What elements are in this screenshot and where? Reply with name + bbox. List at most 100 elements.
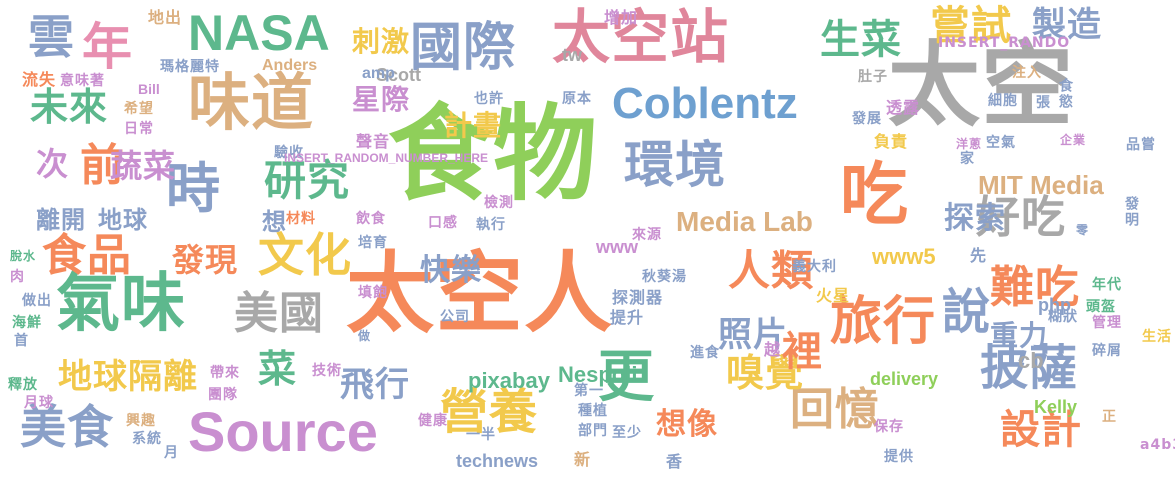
cloud-word: 檢測 — [484, 195, 514, 211]
cloud-word: 提供 — [884, 449, 914, 465]
cloud-word: 糊狀 — [1048, 309, 1078, 325]
cloud-word: 國際 — [410, 18, 517, 78]
cloud-word: 秋葵湯 — [642, 269, 687, 285]
cloud-word: 離開 — [36, 206, 86, 234]
cloud-word: 提升 — [610, 308, 645, 327]
cloud-word: 人類 — [728, 246, 815, 295]
cloud-word: 未來 — [30, 85, 109, 129]
cloud-word: 頭盔 — [1086, 299, 1116, 315]
cloud-word: Source — [188, 400, 378, 463]
cloud-word: 照片 — [718, 315, 788, 355]
cloud-word: delivery — [870, 369, 939, 389]
cloud-word: 脫水 — [10, 249, 37, 263]
cloud-word: 蔬菜 — [110, 147, 177, 185]
cloud-word: 第一 — [574, 383, 604, 399]
cloud-word: 發展 — [852, 111, 882, 127]
cloud-word: 帶來 — [210, 365, 240, 381]
cloud-word: 做出 — [22, 293, 52, 309]
cloud-word: 味道 — [188, 66, 315, 139]
cloud-word: 生菜 — [820, 17, 902, 63]
cloud-word: 雲 — [28, 10, 75, 64]
cloud-word: 吃 — [840, 156, 910, 235]
cloud-word: 驗收 — [274, 145, 304, 161]
cloud-word: 飲食 — [356, 211, 386, 227]
cloud-word: 探索 — [944, 201, 1006, 236]
cloud-word: 注入 — [1012, 65, 1042, 81]
cloud-word: NASA — [188, 5, 330, 61]
cloud-word: 刺激 — [352, 25, 411, 58]
cloud-word: 流失 — [22, 70, 57, 89]
cloud-word: 首 — [14, 333, 29, 349]
cloud-word: 說 — [942, 284, 992, 340]
cloud-word: 太空站 — [552, 3, 730, 71]
cloud-word: 火星 — [816, 286, 851, 305]
cloud-word: 重力 — [990, 319, 1049, 352]
cloud-word: 更 — [598, 345, 655, 410]
cloud-word: 月球 — [24, 395, 54, 411]
cloud-word: 發現 — [172, 241, 239, 279]
cloud-word: 聲音 — [356, 132, 391, 151]
cloud-word: 增加 — [604, 8, 639, 27]
cloud-word: 好吃 — [976, 192, 1066, 243]
cloud-word: 肉 — [10, 269, 25, 285]
cloud-word: 保存 — [874, 419, 904, 435]
cloud-word: 釋放 — [8, 377, 38, 393]
cloud-word: php — [1038, 295, 1071, 315]
cloud-word: 肚子 — [858, 69, 888, 85]
cloud-word: 家 — [960, 151, 975, 167]
cloud-word: INSERT_RANDO — [938, 35, 1071, 51]
cloud-word: 回憶 — [790, 384, 880, 435]
cloud-word: 意味著 — [60, 73, 105, 89]
cloud-word: 星際 — [352, 83, 411, 116]
cloud-word: www5 — [872, 244, 936, 269]
cloud-word: 碎屑 — [1092, 343, 1122, 359]
cloud-word: 時 — [166, 157, 221, 220]
cloud-word: 一半 — [466, 427, 496, 443]
cloud-word: 越 — [764, 340, 782, 359]
cloud-word: 年代 — [1092, 277, 1122, 293]
cloud-word: 進食 — [690, 345, 720, 361]
cloud-word: 口感 — [428, 215, 458, 231]
cloud-word: 快樂 — [420, 253, 482, 288]
cloud-word: 材料 — [286, 211, 316, 227]
cloud-word: INSERT_RANDOM_NUMBER_HERE — [284, 151, 489, 165]
cloud-word: 披薩 — [980, 340, 1079, 396]
cloud-word: 地出 — [148, 8, 183, 27]
cloud-word: 種植 — [578, 403, 608, 419]
cloud-word: 嗅覺 — [726, 351, 805, 395]
cloud-word: 零 — [1076, 223, 1090, 237]
cloud-word: 義大利 — [792, 259, 837, 275]
cloud-word: 設計 — [1000, 407, 1082, 453]
cloud-word: 透露 — [886, 98, 921, 117]
cloud-word: 日常 — [124, 121, 154, 137]
cloud-word: 難吃 — [990, 262, 1080, 313]
cloud-word: 地球隔離 — [58, 357, 198, 397]
cloud-word: 技術 — [312, 363, 342, 379]
cloud-word: 興趣 — [126, 413, 156, 429]
cloud-word: 飛行 — [340, 365, 410, 405]
cloud-word: 先 — [970, 246, 988, 265]
cloud-word: 培育 — [358, 235, 388, 251]
cloud-word: Scott — [376, 65, 421, 85]
cloud-word: technews — [456, 451, 539, 471]
cloud-word: 食品 — [42, 230, 132, 281]
cloud-word: 公司 — [440, 309, 470, 325]
cloud-word: 團隊 — [208, 387, 238, 403]
cloud-word: 企業 — [1060, 133, 1087, 147]
cloud-word: 裡 — [775, 330, 821, 372]
cloud-word: 月 — [164, 445, 179, 461]
cloud-word: amp — [362, 65, 395, 82]
cloud-word: 發明 — [1123, 196, 1139, 228]
cloud-word: MIT Media — [978, 170, 1104, 200]
cloud-word: 管理 — [1092, 315, 1122, 331]
cloud-word: 至少 — [612, 425, 642, 441]
cloud-word: 新 — [574, 450, 592, 469]
cloud-word: 探測器 — [612, 288, 664, 307]
cloud-word: a4b3f35b — [1140, 437, 1175, 453]
cloud-word: 地球 — [98, 206, 148, 234]
cloud-word: 想像 — [656, 407, 718, 442]
cloud-word: 製造 — [1032, 5, 1102, 45]
cloud-word: 旅行 — [830, 292, 937, 352]
cloud-word: 健康 — [418, 413, 448, 429]
